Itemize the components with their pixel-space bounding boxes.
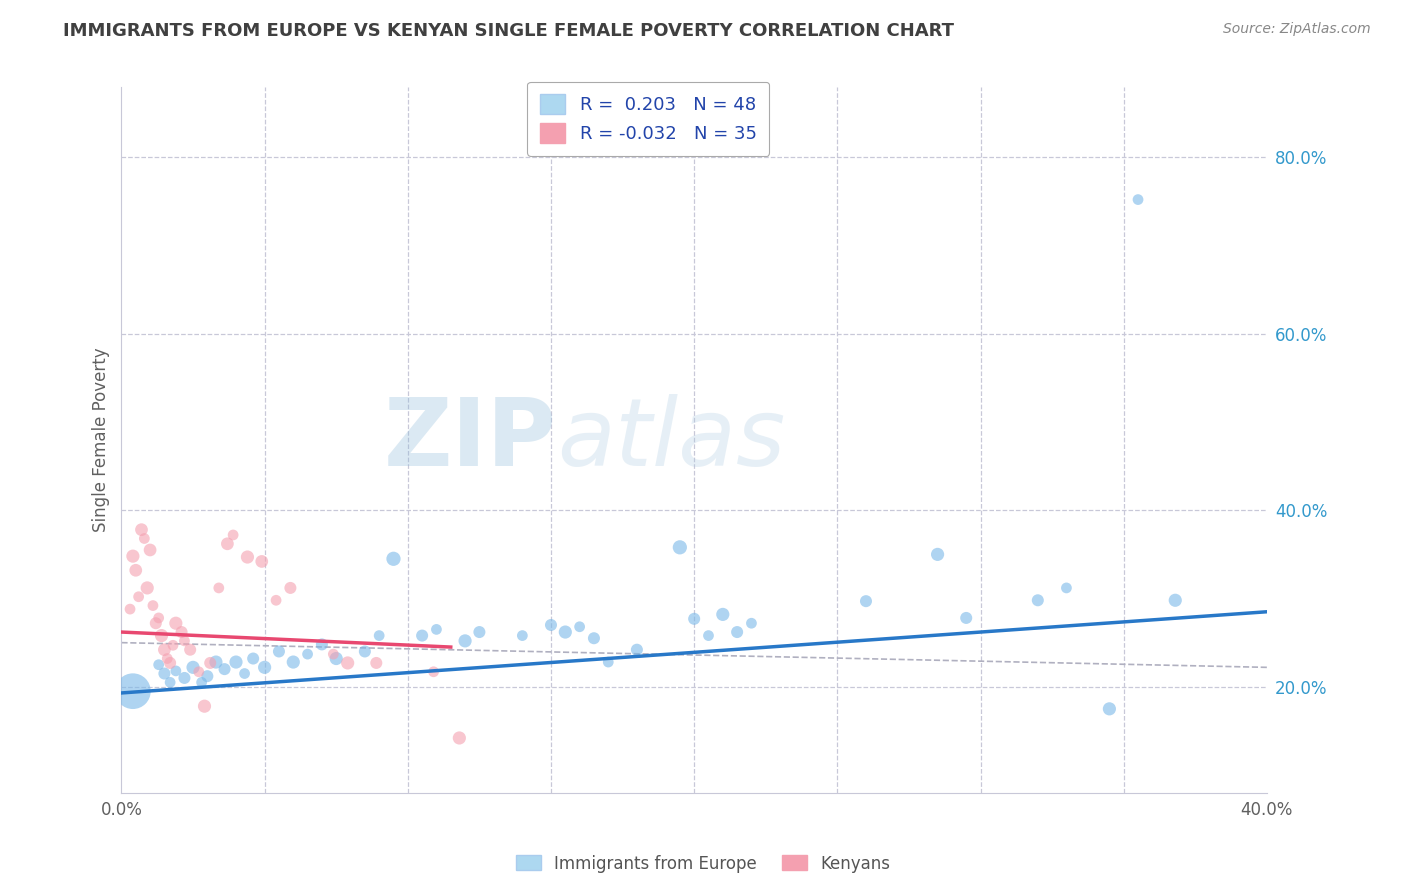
Point [454, 633, 477, 648]
Point [425, 623, 447, 637]
Point [222, 528, 245, 542]
Text: IMMIGRANTS FROM EUROPE VS KENYAN SINGLE FEMALE POVERTY CORRELATION CHART: IMMIGRANTS FROM EUROPE VS KENYAN SINGLE … [63, 22, 955, 40]
Point [205, 655, 228, 669]
Point [325, 651, 347, 665]
Point [1026, 593, 1049, 607]
Legend: Immigrants from Europe, Kenyans: Immigrants from Europe, Kenyans [509, 848, 897, 880]
Point [193, 699, 215, 714]
Point [179, 642, 201, 657]
Point [250, 554, 273, 568]
Point [725, 625, 748, 640]
Point [297, 647, 319, 661]
Point [195, 669, 218, 683]
Point [153, 642, 176, 657]
Point [311, 637, 333, 651]
Point [626, 642, 648, 657]
Point [214, 662, 236, 676]
Point [1054, 581, 1077, 595]
Point [148, 657, 170, 672]
Point [236, 549, 259, 564]
Point [170, 625, 193, 640]
Point [131, 523, 153, 537]
Point [568, 620, 591, 634]
Point [242, 651, 264, 665]
Point [134, 532, 156, 546]
Point [468, 625, 491, 640]
Point [267, 644, 290, 658]
Point [122, 549, 145, 563]
Point [153, 666, 176, 681]
Point [540, 618, 562, 632]
Point [280, 581, 302, 595]
Point [165, 664, 187, 678]
Point [283, 655, 305, 669]
Point [208, 581, 231, 595]
Text: ZIP: ZIP [384, 393, 557, 485]
Point [366, 656, 388, 670]
Point [697, 629, 720, 643]
Point [449, 731, 471, 745]
Point [598, 655, 620, 669]
Point [200, 656, 222, 670]
Point [118, 602, 141, 616]
Point [411, 629, 433, 643]
Point [145, 616, 167, 631]
Point [181, 660, 204, 674]
Text: atlas: atlas [557, 394, 785, 485]
Point [1164, 593, 1187, 607]
Text: Source: ZipAtlas.com: Source: ZipAtlas.com [1223, 22, 1371, 37]
Point [711, 607, 734, 622]
Point [683, 612, 706, 626]
Point [336, 656, 359, 670]
Point [233, 666, 256, 681]
Point [582, 632, 605, 646]
Point [217, 537, 239, 551]
Point [512, 629, 534, 643]
Point [740, 616, 762, 631]
Point [264, 593, 287, 607]
Point [159, 656, 181, 670]
Point [139, 543, 162, 558]
Point [148, 611, 170, 625]
Point [253, 660, 276, 674]
Point [165, 616, 187, 631]
Point [173, 671, 195, 685]
Point [173, 633, 195, 648]
Point [156, 651, 179, 665]
Point [162, 638, 184, 652]
Point [669, 541, 692, 555]
Point [1126, 193, 1149, 207]
Point [554, 625, 576, 640]
Point [128, 590, 150, 604]
Point [1098, 702, 1121, 716]
Point [382, 551, 405, 566]
Point [136, 581, 159, 595]
Point [125, 563, 148, 577]
Legend: R =  0.203   N = 48, R = -0.032   N = 35: R = 0.203 N = 48, R = -0.032 N = 35 [527, 81, 769, 155]
Point [142, 599, 165, 613]
Point [190, 675, 212, 690]
Point [955, 611, 977, 625]
Point [150, 629, 173, 643]
Point [353, 644, 375, 658]
Y-axis label: Single Female Poverty: Single Female Poverty [93, 347, 110, 532]
Point [225, 655, 247, 669]
Point [159, 675, 181, 690]
Point [322, 647, 344, 661]
Point [422, 665, 444, 679]
Point [927, 548, 949, 562]
Point [187, 665, 209, 679]
Point [855, 594, 877, 608]
Point [368, 629, 391, 643]
Point [122, 684, 145, 698]
